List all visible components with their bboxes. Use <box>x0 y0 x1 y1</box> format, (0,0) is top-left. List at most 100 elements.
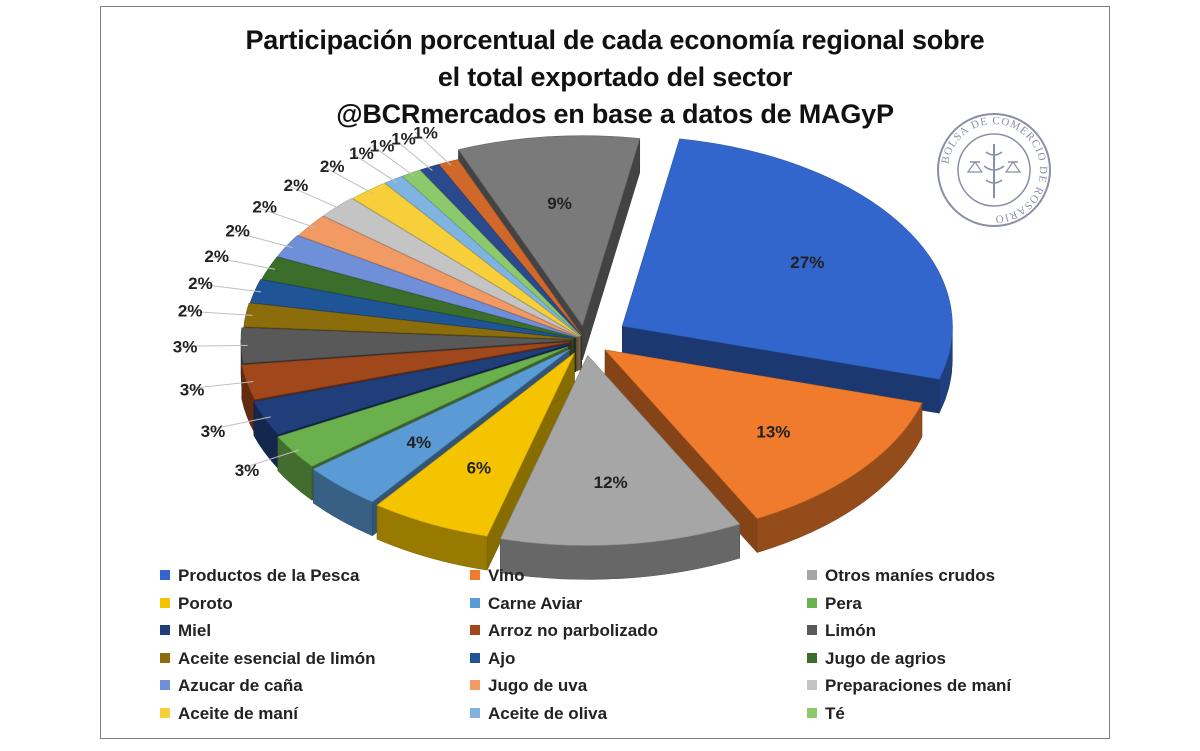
slice-top <box>401 169 582 337</box>
title-line-3: @BCRmercados en base a datos de MAGyP <box>336 99 894 129</box>
slice-data-label: 3% <box>235 461 260 480</box>
legend-item: Aceite esencial de limón <box>160 649 375 669</box>
slice-data-label: 1% <box>370 136 395 155</box>
slice-data-label: 9% <box>547 194 572 213</box>
legend-swatch <box>470 680 480 690</box>
legend-swatch <box>807 597 817 608</box>
legend-swatch <box>807 652 817 663</box>
label-leader-line <box>415 131 452 166</box>
pie-slice <box>621 138 953 414</box>
slice-data-label: 6% <box>467 459 492 478</box>
slice-top <box>384 175 581 337</box>
bolsa-seal-logo: BOLSA DE COMERCIO DE ROSARIO <box>937 113 1051 227</box>
slice-top <box>457 135 641 327</box>
slice-data-label: 12% <box>594 473 628 492</box>
legend-label: Preparaciones de maní <box>825 676 1012 695</box>
pie-slice <box>376 352 575 571</box>
legend-label: Azucar de caña <box>178 676 303 695</box>
legend-label: Limón <box>825 621 876 640</box>
legend-label: Jugo de uva <box>488 676 588 695</box>
label-leader-line <box>236 449 300 471</box>
slice-top <box>604 349 923 519</box>
legend-item: Poroto <box>160 594 233 614</box>
legend-item: Jugo de uva <box>470 676 587 696</box>
slice-top <box>376 352 575 537</box>
legend-label: Poroto <box>178 593 233 613</box>
label-leader-line <box>182 381 254 390</box>
title-line-1: Participación porcentual de cada economí… <box>245 25 985 55</box>
label-leader-line <box>321 165 373 194</box>
slice-data-label: 2% <box>320 157 345 176</box>
legend-item: Vino <box>470 566 525 586</box>
legend-label: Aceite de oliva <box>488 703 608 723</box>
label-leader-line <box>227 229 293 249</box>
label-leader-line <box>351 152 398 184</box>
legend-label: Aceite de maní <box>178 703 298 723</box>
legend-swatch <box>160 570 170 580</box>
chart-title: Participación porcentual de cada economí… <box>0 22 1200 133</box>
label-leader-line <box>206 255 276 270</box>
legend-label: Arroz no parbolizado <box>488 621 658 640</box>
slice-top <box>312 349 570 503</box>
slice-data-label: 2% <box>204 247 229 266</box>
legend-swatch <box>807 680 817 690</box>
legend-swatch <box>470 625 480 635</box>
legend-item: Té <box>807 704 845 724</box>
label-leader-line <box>175 344 248 347</box>
legend-label: Aceite esencial de limón <box>178 648 376 668</box>
legend-item: Azucar de caña <box>160 676 303 696</box>
slice-data-label: 27% <box>790 253 824 272</box>
legend-label: Vino <box>488 566 525 585</box>
pie-slice <box>499 354 741 580</box>
legend-item: Otros maníes crudos <box>807 566 995 586</box>
label-leader-line <box>393 138 433 171</box>
slice-data-label: 1% <box>349 144 374 163</box>
label-leader-line <box>180 310 253 316</box>
legend-swatch <box>807 625 817 635</box>
legend-item: Preparaciones de maní <box>807 676 1011 696</box>
label-leader-line <box>190 282 262 293</box>
slice-data-label: 3% <box>173 337 198 356</box>
slice-top <box>438 159 583 336</box>
label-leader-line <box>371 144 415 177</box>
legend-item: Limón <box>807 621 876 641</box>
legend-swatch <box>807 707 817 718</box>
legend-swatch <box>160 652 170 663</box>
slice-top <box>621 138 953 380</box>
legend-item: Productos de la Pesca <box>160 566 359 586</box>
legend-swatch <box>160 680 170 690</box>
label-leader-line <box>285 184 342 210</box>
legend-label: Té <box>825 703 845 723</box>
legend-label: Pera <box>825 593 862 613</box>
slice-top <box>499 354 741 546</box>
legend-swatch <box>160 625 170 635</box>
legend-swatch <box>807 570 817 580</box>
slice-data-label: 3% <box>201 422 226 441</box>
legend-label: Otros maníes crudos <box>825 566 996 585</box>
slice-top <box>419 164 582 336</box>
legend-swatch <box>470 652 480 663</box>
slice-data-label: 2% <box>178 302 203 321</box>
legend-item: Aceite de maní <box>160 704 298 724</box>
slice-data-label: 2% <box>188 274 213 293</box>
legend-label: Carne Aviar <box>488 593 583 613</box>
slice-data-label: 4% <box>407 433 432 452</box>
slice-top <box>352 182 581 337</box>
legend-label: Miel <box>178 621 212 640</box>
slice-data-label: 1% <box>413 123 438 142</box>
slice-data-label: 2% <box>252 198 277 217</box>
slice-data-label: 1% <box>391 129 416 148</box>
slice-data-label: 2% <box>284 176 309 195</box>
legend-label: Ajo <box>488 648 516 668</box>
legend-swatch <box>470 570 480 580</box>
legend-item: Aceite de oliva <box>470 704 607 724</box>
label-leader-line <box>202 416 271 432</box>
legend-item: Arroz no parbolizado <box>470 621 658 641</box>
legend-label: Jugo de agrios <box>825 648 946 668</box>
legend-swatch <box>470 707 480 718</box>
legend-item: Carne Aviar <box>470 594 582 614</box>
legend-swatch <box>160 707 170 718</box>
label-leader-line <box>254 206 316 229</box>
slice-data-label: 13% <box>756 423 790 442</box>
